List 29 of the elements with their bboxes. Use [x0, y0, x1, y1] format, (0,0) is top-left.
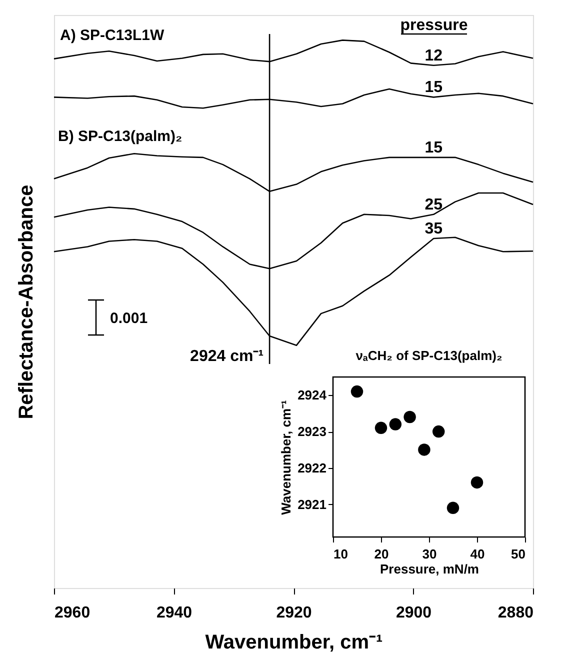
x-tick-label: 2880 — [498, 604, 534, 622]
x-tick-label: 20 — [374, 546, 389, 562]
x-tick-label: 50 — [511, 546, 526, 562]
chart-title: νₐCH₂ of SP-C13(palm)₂ — [356, 348, 502, 363]
x-tick-label: 2900 — [396, 604, 432, 622]
y-axis-title: Reflectance-Absorbance — [16, 184, 38, 420]
y-tick-label: 2923 — [298, 424, 326, 440]
series-label: 15 — [424, 139, 443, 156]
x-tick-label: 2940 — [156, 604, 192, 622]
x-axis-title: Pressure, mN/m — [380, 562, 479, 576]
x-tick-label: 2920 — [276, 604, 312, 622]
y-tick-label: 2921 — [298, 496, 326, 512]
x-tick-label: 2960 — [54, 604, 90, 622]
annotation: B) SP-C13(palm)₂ — [58, 128, 182, 145]
y-tick-label: 2924 — [298, 388, 328, 403]
x-tick-label: 30 — [422, 546, 437, 562]
y-axis-title: Wavenumber, cm⁻¹ — [278, 400, 294, 515]
annotation: 0.001 — [110, 310, 148, 327]
series-label: 15 — [424, 79, 443, 96]
y-tick-label: 2922 — [298, 460, 326, 476]
annotation: A) SP-C13L1W — [60, 27, 166, 44]
legend-label: 12 — [424, 47, 443, 64]
ref-line-label: 2924 cm⁻¹ — [190, 348, 264, 365]
x-tick-label: 40 — [470, 546, 485, 562]
legend-title: pressure — [400, 17, 468, 34]
series-label: 25 — [424, 196, 443, 214]
x-axis-title: Wavenumber, cm⁻¹ — [205, 632, 384, 654]
series-label: 35 — [424, 220, 443, 238]
x-tick-label: 10 — [334, 546, 348, 562]
